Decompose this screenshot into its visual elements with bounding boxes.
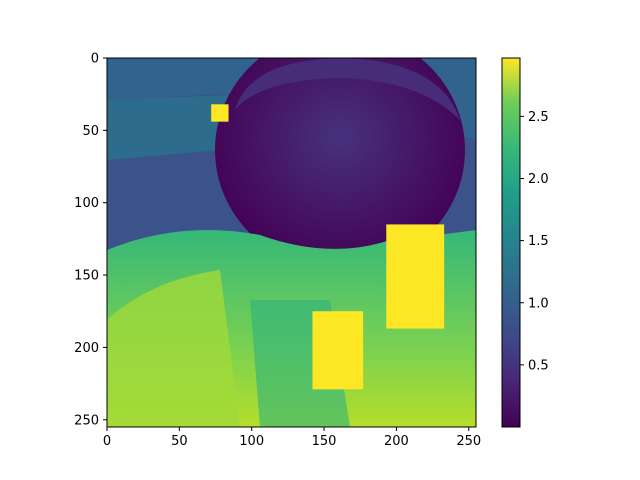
colorbar-tick-label: 1.5: [528, 234, 549, 249]
face-region: [215, 58, 465, 270]
y-tick-label: 150: [74, 269, 99, 284]
colorbar-frame: [501, 57, 521, 428]
bright-rect-1: [386, 224, 445, 329]
cap-region: [235, 58, 460, 120]
x-tick-label: 0: [103, 434, 111, 449]
x-tick-label: 150: [312, 434, 337, 449]
x-tick-label: 200: [384, 434, 409, 449]
y-tick-label: 250: [74, 413, 99, 428]
y-axis: 0 50 100 150 200 250: [74, 52, 107, 428]
bright-rect-2: [312, 311, 364, 390]
jacket-left: [107, 270, 240, 427]
colorbar-tick-label: 0.5: [528, 358, 549, 373]
colorbar-tick-label: 2.0: [528, 172, 549, 187]
colorbar-tick-label: 2.5: [528, 110, 549, 125]
colorbar-ticks: 0.5 1.0 1.5 2.0 2.5: [520, 110, 549, 373]
y-tick-label: 0: [91, 52, 99, 67]
y-tick-label: 100: [74, 196, 99, 211]
bright-rect-0: [211, 104, 229, 122]
colorbar: 0.5 1.0 1.5 2.0 2.5: [501, 57, 549, 428]
heatmap-image: [107, 58, 476, 427]
x-axis: 0 50 100 150 200 250: [103, 427, 481, 449]
x-tick-label: 250: [456, 434, 481, 449]
colorbar-tick-label: 1.0: [528, 296, 549, 311]
y-tick-label: 50: [82, 124, 99, 139]
bright-rectangles: [211, 104, 445, 390]
plot-frame: [106, 57, 477, 428]
ceiling-panel: [107, 95, 230, 160]
x-tick-label: 50: [171, 434, 188, 449]
colorbar-gradient: [502, 58, 520, 427]
y-tick-label: 200: [74, 341, 99, 356]
x-tick-label: 100: [239, 434, 264, 449]
